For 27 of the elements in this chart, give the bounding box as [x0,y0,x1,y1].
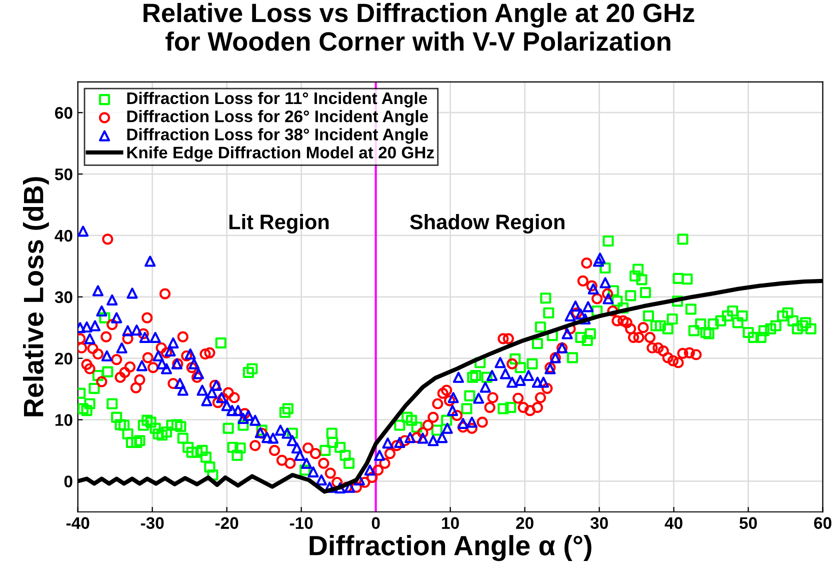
x-tick-label: 10 [442,517,459,529]
y-tick-label: 30 [54,291,72,304]
y-axis-title: Relative Loss (dB) [22,177,49,416]
x-tick-label: -40 [66,517,90,529]
x-tick-label: -30 [140,517,164,529]
x-tick-label: -10 [290,517,313,529]
x-tick-label: 40 [664,517,682,529]
y-tick-label: 20 [55,352,72,365]
legend-label: Diffraction Loss for 11° Incident Angle [127,92,428,108]
legend-label: Diffraction Loss for 38° Incident Angle [127,128,428,144]
annotation: Lit Region [229,214,329,234]
legend-label: Knife Edge Diffraction Model at 20 GHz [127,146,434,162]
x-tick-label: 20 [516,517,534,529]
legend-label: Diffraction Loss for 26° Incident Angle [127,110,428,126]
annotation: Shadow Region [410,214,564,234]
x-tick-label: -20 [215,517,238,529]
y-tick-label: 10 [55,414,72,426]
y-tick-label: 0 [64,476,72,488]
chart-title: Relative Loss vs Diffraction Angle at 20 GHz for Wooden Corner with V-V Polarization [144,2,694,51]
x-tick-label: 0 [372,517,380,529]
x-tick-label: 60 [814,517,832,529]
y-tick-label: 50 [54,168,72,180]
y-tick-label: 60 [55,107,72,119]
x-tick-label: 50 [740,517,757,529]
y-tick-label: 40 [54,230,72,242]
x-tick-label: 30 [590,517,608,529]
x-axis-title: Diffraction Angle α (°) [310,535,592,562]
